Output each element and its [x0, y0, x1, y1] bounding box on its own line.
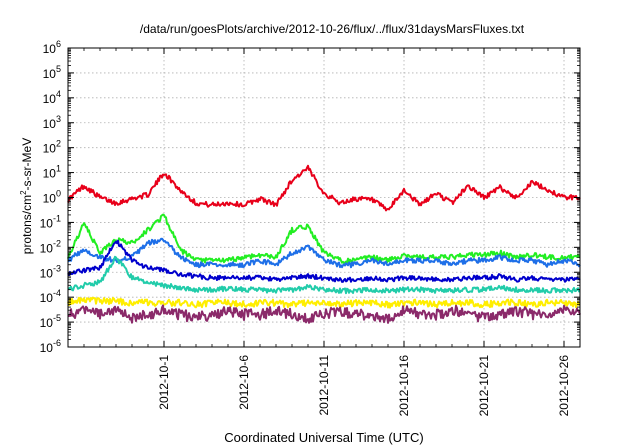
y-tick-base: 10	[43, 92, 57, 106]
x-tick-label: 2012-10-26	[557, 355, 571, 417]
y-tick-exp: -5	[53, 313, 61, 323]
series-layer	[67, 164, 581, 324]
y-tick-label: 101	[43, 164, 61, 181]
x-tick-label: 2012-10-6	[237, 355, 251, 410]
series-line-6	[67, 304, 581, 324]
series-line-5	[67, 296, 581, 309]
y-tick-label: 10-2	[40, 238, 61, 255]
y-tick-base: 10	[43, 192, 57, 206]
y-tick-base: 10	[40, 266, 54, 280]
y-tick-label: 103	[43, 114, 61, 131]
y-tick-label: 10-1	[40, 213, 61, 230]
y-tick-label: 10-3	[40, 263, 61, 280]
y-tick-base: 10	[40, 316, 54, 330]
y-tick-label: 100	[43, 189, 61, 206]
y-tick-exp: -6	[53, 338, 61, 348]
y-tick-exp: 1	[56, 164, 61, 174]
y-axis-label-rest: -s-sr-MeV	[20, 138, 34, 191]
y-tick-exp: -2	[53, 238, 61, 248]
y-tick-label: 10-5	[40, 313, 61, 330]
x-axis-label: Coordinated Universal Time (UTC)	[224, 430, 423, 445]
y-tick-base: 10	[43, 117, 57, 131]
x-axis-ticks: 2012-10-1 2012-10-6 2012-10-11 2012-10-16 20…	[67, 48, 581, 417]
y-tick-base: 10	[40, 341, 54, 355]
y-tick-exp: 5	[56, 64, 61, 74]
y-tick-base: 10	[43, 167, 57, 181]
y-tick-label: 102	[43, 139, 61, 156]
x-tick-label: 2012-10-16	[397, 355, 411, 417]
x-tick-label: 2012-10-11	[317, 355, 331, 416]
y-tick-exp: 6	[56, 39, 61, 49]
y-axis-ticks: 10-610-510-410-310-210-11001011021031041…	[40, 39, 580, 355]
y-tick-exp: 4	[56, 89, 61, 99]
x-tick-label: 2012-10-1	[157, 355, 171, 410]
x-tick-label: 2012-10-21	[477, 355, 491, 417]
series-line-2	[67, 237, 581, 269]
y-tick-base: 10	[43, 142, 57, 156]
series-line-3	[67, 239, 581, 283]
y-tick-label: 105	[43, 64, 61, 81]
y-tick-base: 10	[43, 67, 57, 81]
chart-title: /data/run/goesPlots/archive/2012-10-26/f…	[140, 22, 525, 36]
series-line-1	[67, 213, 581, 264]
y-tick-label: 10-4	[40, 288, 61, 305]
y-axis-label-sup: 2	[19, 190, 28, 195]
series-line-4	[67, 255, 581, 295]
y-tick-exp: -4	[53, 288, 61, 298]
y-tick-exp: -1	[53, 213, 61, 223]
y-tick-label: 106	[43, 39, 61, 56]
y-tick-label: 104	[43, 89, 61, 106]
y-tick-base: 10	[40, 216, 54, 230]
y-axis-label-base: protons/cm	[20, 195, 34, 254]
y-tick-exp: -3	[53, 263, 61, 273]
y-tick-exp: 3	[56, 114, 61, 124]
series-line-0	[67, 164, 581, 212]
y-tick-label: 10-6	[40, 338, 61, 355]
y-tick-base: 10	[40, 291, 54, 305]
y-tick-base: 10	[40, 241, 54, 255]
y-axis-label: protons/cm2-s-sr-MeV	[19, 138, 34, 254]
y-tick-base: 10	[43, 42, 57, 56]
y-tick-exp: 2	[56, 139, 61, 149]
y-tick-exp: 0	[56, 189, 61, 199]
